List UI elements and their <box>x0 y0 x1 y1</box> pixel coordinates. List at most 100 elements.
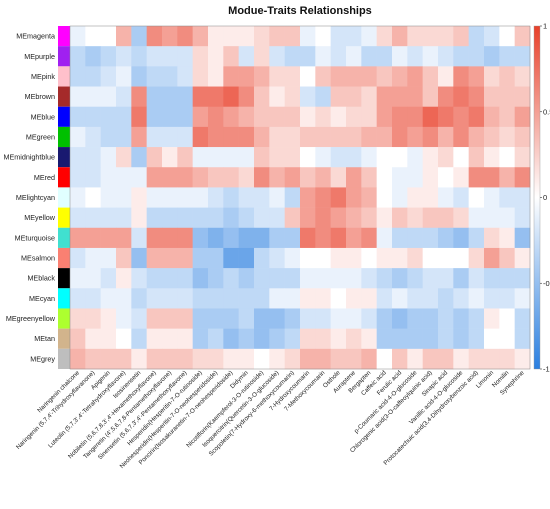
heatmap-cell <box>208 66 224 87</box>
heatmap-cell <box>300 167 316 188</box>
module-swatch <box>58 207 70 228</box>
heatmap-cell <box>223 207 239 229</box>
heatmap-cell <box>177 207 193 229</box>
heatmap-cell <box>484 147 500 168</box>
heatmap-cell <box>223 328 239 350</box>
heatmap-cell <box>438 207 454 229</box>
heatmap-cell <box>146 187 163 208</box>
heatmap-cell <box>392 187 408 208</box>
heatmap-cell <box>330 268 347 289</box>
heatmap-cell <box>315 348 331 370</box>
heatmap-cell <box>453 167 469 188</box>
heatmap-cell <box>162 247 178 269</box>
heatmap-cell <box>177 147 193 168</box>
heatmap-cell <box>407 308 423 329</box>
heatmap-cell <box>238 106 255 128</box>
heatmap-cell <box>407 46 423 67</box>
heatmap-cell <box>162 46 178 67</box>
heatmap-cell <box>146 167 163 188</box>
heatmap-cell <box>376 106 393 128</box>
heatmap-cell <box>438 288 454 309</box>
colorbar-tick-label: -0.5 <box>543 279 550 288</box>
heatmap-cell <box>468 268 485 289</box>
heatmap-cell <box>499 167 515 188</box>
heatmap-cell <box>284 227 301 249</box>
heatmap-cell <box>300 227 316 249</box>
heatmap-cell <box>269 348 285 370</box>
heatmap-cell <box>208 187 224 208</box>
heatmap-cell <box>407 106 423 128</box>
heatmap-cell <box>468 126 485 148</box>
heatmap-cell <box>346 126 362 148</box>
heatmap-cell <box>131 167 147 188</box>
heatmap-cell <box>484 348 500 370</box>
heatmap-cell <box>514 106 531 128</box>
heatmap-cell <box>407 207 423 229</box>
heatmap-cell <box>192 187 209 208</box>
heatmap-cell <box>254 328 270 350</box>
module-swatch <box>58 308 70 329</box>
heatmap-cell <box>346 328 362 350</box>
heatmap-cell <box>300 106 316 128</box>
heatmap-cell <box>376 46 393 67</box>
heatmap-cell <box>131 106 147 128</box>
heatmap-cell <box>346 207 362 229</box>
heatmap-cell <box>238 247 255 269</box>
heatmap-cell <box>85 147 101 168</box>
heatmap-cell <box>254 227 270 249</box>
row-label: MEgreenyellow <box>6 314 56 323</box>
heatmap-cell <box>468 66 485 87</box>
heatmap-cell <box>361 268 377 289</box>
heatmap-cell <box>422 288 439 309</box>
heatmap-cell <box>315 66 331 87</box>
heatmap-cell <box>208 288 224 309</box>
heatmap-cell <box>100 187 117 208</box>
heatmap-cell <box>269 207 285 229</box>
heatmap-cell <box>514 308 531 329</box>
heatmap-cell <box>116 126 132 148</box>
colorbar-tick-label: 0 <box>543 193 547 202</box>
module-swatch <box>58 268 70 289</box>
heatmap-cell <box>146 86 163 108</box>
heatmap-cell <box>376 86 393 108</box>
heatmap-cell <box>146 247 163 269</box>
heatmap-cell <box>100 46 117 67</box>
heatmap-cell <box>254 106 270 128</box>
heatmap-cell <box>177 288 193 309</box>
heatmap-cell <box>468 308 485 329</box>
heatmap-cell <box>238 328 255 350</box>
colorbar: 1 0.5 0 -0.5 -1 <box>533 22 550 374</box>
heatmap-cell <box>361 247 377 269</box>
heatmap-cell <box>192 86 209 108</box>
module-swatch <box>58 247 70 269</box>
heatmap-cell <box>254 288 270 309</box>
heatmap-cell <box>315 167 331 188</box>
heatmap-cell <box>146 328 163 350</box>
heatmap-cell <box>146 348 163 370</box>
row-label: MEyellow <box>24 213 56 222</box>
heatmap-cell <box>422 227 439 249</box>
heatmap-cell <box>499 86 515 108</box>
heatmap-cell <box>254 126 270 148</box>
heatmap-cell <box>162 268 178 289</box>
heatmap-cell <box>300 66 316 87</box>
heatmap-cell <box>453 308 469 329</box>
heatmap-cell <box>162 86 178 108</box>
heatmap-cell <box>361 227 377 249</box>
heatmap-cell <box>468 227 485 249</box>
heatmap-cell <box>484 227 500 249</box>
heatmap-cell <box>499 26 515 47</box>
heatmap-cell <box>269 86 285 108</box>
colorbar-tick-label: -1 <box>543 365 550 374</box>
heatmap-cell <box>514 26 531 47</box>
heatmap-cell <box>192 167 209 188</box>
heatmap-cell <box>438 147 454 168</box>
heatmap-cell <box>514 167 531 188</box>
heatmap-cell <box>514 86 531 108</box>
module-swatch <box>58 86 70 107</box>
heatmap-cell <box>468 247 485 269</box>
heatmap-cell <box>300 126 316 148</box>
heatmap-cell <box>392 46 408 67</box>
heatmap-cell <box>315 247 331 269</box>
heatmap-cell <box>116 187 132 208</box>
